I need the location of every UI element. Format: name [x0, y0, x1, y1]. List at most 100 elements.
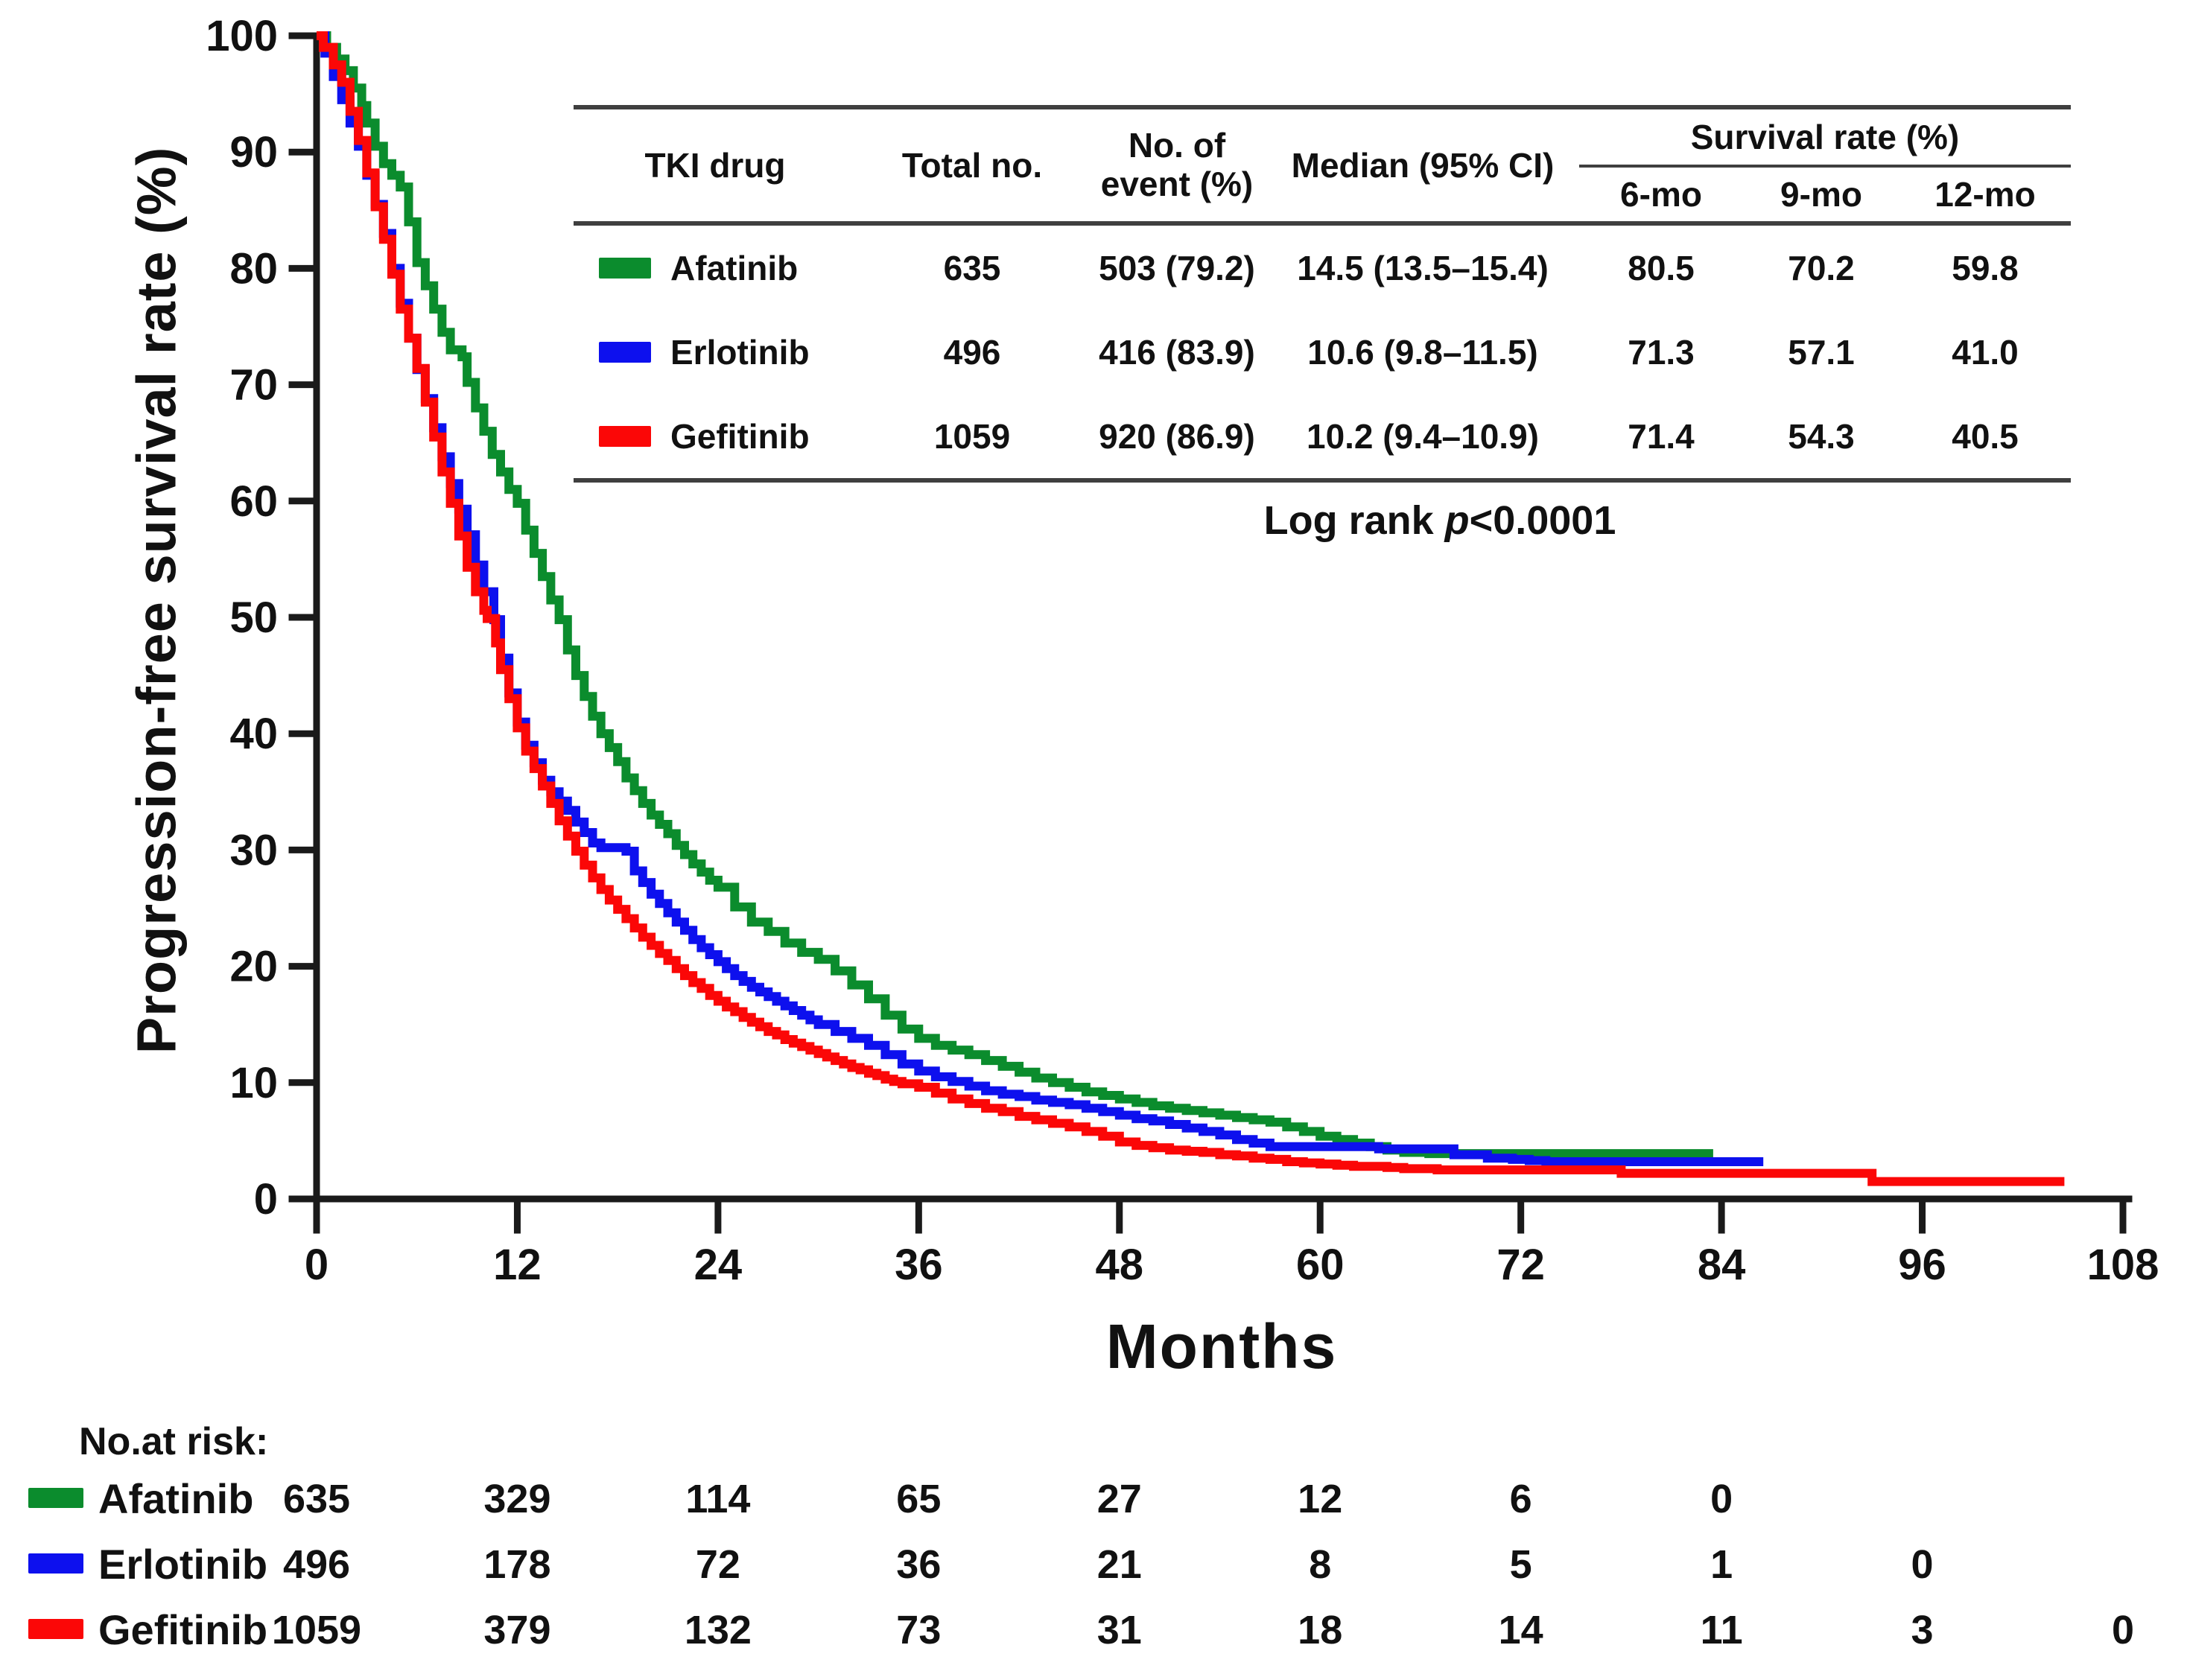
risk-value: 114 — [685, 1477, 750, 1521]
stats-cell-total: 635 — [943, 248, 1001, 287]
x-tick-label: 36 — [895, 1241, 943, 1289]
stats-cell-median: 10.2 (9.4–10.9) — [1306, 416, 1539, 456]
axes — [288, 32, 2133, 1234]
stats-cell-median: 10.6 (9.8–11.5) — [1307, 332, 1538, 372]
y-tick-label: 20 — [229, 943, 278, 991]
stats-cell-9mo: 57.1 — [1788, 332, 1855, 372]
stats-cell-6mo: 71.4 — [1628, 416, 1695, 456]
risk-row-label: Erlotinib — [98, 1541, 267, 1588]
stats-row-drug: Afatinib — [574, 226, 857, 310]
risk-value: 65 — [896, 1477, 941, 1521]
x-tick-labels: 0 12 24 36 48 60 72 84 96 108 — [305, 1241, 2159, 1289]
risk-value: 5 — [1510, 1542, 1532, 1587]
risk-value: 0 — [1911, 1542, 1934, 1587]
stats-cell-median: 14.5 (13.5–15.4) — [1297, 248, 1549, 287]
log-rank-p-symbol: p — [1444, 498, 1470, 543]
y-tick-label: 70 — [229, 361, 278, 410]
col-header-12mo: 12-mo — [1934, 175, 2036, 214]
risk-value: 18 — [1298, 1608, 1342, 1652]
risk-value: 132 — [685, 1608, 752, 1652]
col-header-events: No. of event (%) — [1088, 109, 1266, 221]
log-rank-prefix: Log rank — [1263, 498, 1445, 543]
risk-value: 14 — [1499, 1608, 1543, 1652]
risk-row-label: Gefitinib — [98, 1606, 267, 1653]
stats-row-drug: Erlotinib — [574, 310, 857, 394]
stats-row-drug: Gefitinib — [574, 394, 857, 478]
y-tick-label: 60 — [229, 477, 278, 526]
y-tick-label: 90 — [229, 128, 278, 176]
x-axis-title: Months — [1105, 1311, 1338, 1381]
y-tick-label: 30 — [229, 826, 278, 874]
stats-drug-name: Gefitinib — [670, 416, 810, 456]
col-header-events-line2: event (%) — [1100, 165, 1254, 203]
stats-cell-12mo: 41.0 — [1952, 332, 2019, 372]
col-header-total: Total no. — [901, 146, 1043, 185]
legend-swatch-gefitinib — [28, 1619, 83, 1639]
legend-swatch-afatinib — [28, 1488, 83, 1508]
stats-cell-6mo: 71.3 — [1628, 332, 1695, 372]
stats-cell-events: 503 (79.2) — [1099, 248, 1255, 287]
risk-value: 12 — [1298, 1477, 1342, 1521]
risk-value: 379 — [483, 1608, 550, 1652]
km-curve-gefitinib — [317, 31, 2065, 1186]
risk-value: 329 — [483, 1477, 550, 1521]
col-header-events-line1: No. of — [1128, 126, 1226, 165]
km-curve-afatinib — [317, 31, 1713, 1159]
y-tick-label: 40 — [229, 710, 278, 758]
col-header-6mo: 6-mo — [1620, 175, 1702, 214]
stats-cell-total: 1059 — [933, 416, 1011, 456]
y-tick-label: 100 — [206, 12, 278, 60]
x-tick-label: 96 — [1898, 1241, 1946, 1289]
risk-value: 0 — [1710, 1477, 1733, 1521]
y-tick-label: 10 — [229, 1059, 278, 1107]
risk-row-label: Afatinib — [98, 1475, 253, 1522]
stats-cell-events: 920 (86.9) — [1099, 416, 1255, 456]
x-tick-label: 24 — [694, 1241, 743, 1289]
km-curve-erlotinib — [317, 31, 1764, 1166]
x-tick-label: 48 — [1096, 1241, 1144, 1289]
x-tick-label: 0 — [305, 1241, 328, 1289]
stats-cell-6mo: 80.5 — [1628, 248, 1695, 287]
risk-value: 8 — [1309, 1542, 1331, 1587]
log-rank-annotation: Log rank p<0.0001 — [1264, 497, 1616, 544]
x-tick-label: 12 — [493, 1241, 542, 1289]
risk-value: 1 — [1710, 1542, 1733, 1587]
risk-value: 635 — [283, 1477, 350, 1521]
x-tick-label: 84 — [1698, 1241, 1746, 1289]
col-header-drug: TKI drug — [644, 146, 786, 185]
stats-cell-9mo: 70.2 — [1788, 248, 1855, 287]
stats-cell-12mo: 40.5 — [1952, 416, 2019, 456]
stats-table: TKI drug Total no. No. of event (%) Medi… — [574, 105, 2071, 483]
y-tick-label: 0 — [254, 1175, 278, 1224]
legend-swatch-afatinib — [599, 257, 651, 279]
risk-table-title: No.at risk: — [79, 1420, 269, 1463]
y-tick-labels: 0 10 20 30 40 50 60 70 80 90 100 — [206, 12, 278, 1224]
risk-value: 72 — [696, 1542, 740, 1587]
risk-value: 21 — [1097, 1542, 1142, 1587]
col-header-survival-group: Survival rate (%) — [1579, 109, 2071, 168]
risk-value: 1059 — [272, 1608, 361, 1652]
risk-value: 0 — [2112, 1608, 2134, 1652]
risk-value: 73 — [896, 1608, 941, 1652]
y-tick-label: 50 — [229, 594, 278, 642]
col-header-median: Median (95% CI) — [1291, 146, 1555, 185]
x-tick-label: 72 — [1496, 1241, 1545, 1289]
x-tick-label: 60 — [1296, 1241, 1345, 1289]
y-tick-label: 80 — [229, 244, 278, 293]
stats-drug-name: Afatinib — [670, 248, 799, 287]
log-rank-value: <0.0001 — [1469, 498, 1616, 543]
stats-drug-name: Erlotinib — [670, 332, 810, 372]
legend-swatch-erlotinib — [28, 1553, 83, 1574]
stats-cell-9mo: 54.3 — [1788, 416, 1855, 456]
risk-value: 31 — [1097, 1608, 1142, 1652]
risk-value: 3 — [1911, 1608, 1934, 1652]
stats-table-body: Afatinib 635 503 (79.2) 14.5 (13.5–15.4) 80.… — [574, 226, 2071, 483]
risk-value: 496 — [283, 1542, 350, 1587]
risk-value: 11 — [1701, 1608, 1743, 1652]
risk-value: 6 — [1510, 1477, 1532, 1521]
legend-swatch-gefitinib — [599, 425, 651, 447]
stats-table-header: TKI drug Total no. No. of event (%) Medi… — [574, 109, 2071, 226]
